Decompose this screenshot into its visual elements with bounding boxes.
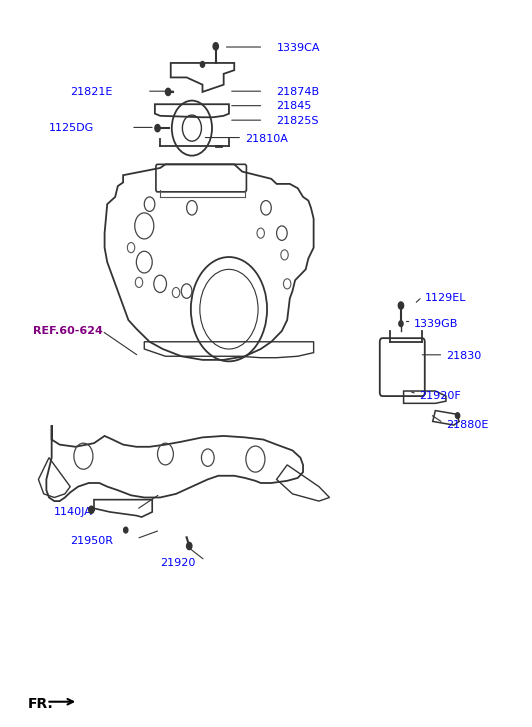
Text: 21821E: 21821E [70, 87, 113, 97]
Text: 1129EL: 1129EL [425, 293, 466, 303]
Text: REF.60-624: REF.60-624 [33, 326, 103, 336]
Text: 21825S: 21825S [277, 116, 319, 126]
Text: 1125DG: 1125DG [49, 123, 94, 133]
Text: 21920F: 21920F [419, 391, 461, 401]
Circle shape [123, 527, 128, 533]
Circle shape [399, 321, 403, 326]
Text: 21920: 21920 [160, 558, 196, 568]
Text: 21880E: 21880E [446, 420, 488, 430]
Circle shape [455, 413, 460, 419]
Circle shape [165, 88, 171, 95]
Text: 1140JA: 1140JA [54, 507, 93, 517]
Text: 21845: 21845 [277, 101, 312, 111]
Text: 1339CA: 1339CA [277, 44, 320, 54]
Circle shape [155, 124, 160, 132]
Text: 21830: 21830 [446, 351, 481, 361]
Text: 1339GB: 1339GB [414, 318, 459, 329]
Text: 21810A: 21810A [245, 134, 288, 144]
Circle shape [187, 542, 192, 550]
Circle shape [201, 62, 205, 68]
Circle shape [89, 506, 94, 513]
Text: FR.: FR. [28, 697, 54, 711]
Text: 21874B: 21874B [277, 87, 320, 97]
Text: 21950R: 21950R [70, 536, 113, 546]
Circle shape [213, 43, 218, 50]
Circle shape [398, 302, 404, 309]
